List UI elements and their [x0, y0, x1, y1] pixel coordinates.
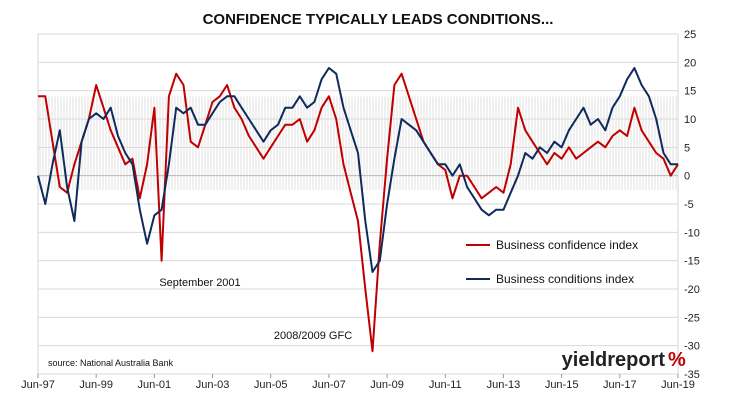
source-note: source: National Australia Bank	[48, 358, 174, 368]
y-tick-label: -10	[684, 227, 700, 239]
yieldreport-logo: yieldreport %	[562, 349, 686, 371]
shaded-band	[39, 96, 677, 190]
legend-label-confidence: Business confidence index	[496, 238, 638, 252]
x-tick-label: Jun-97	[21, 379, 55, 391]
x-axis-ticks: Jun-97 Jun-99 Jun-01 Jun-03 Jun-05 Jun-07 Jun-…	[21, 374, 695, 391]
chart-title: CONFIDENCE TYPICALLY LEADS CONDITIONS...	[203, 11, 554, 28]
y-tick-label: -25	[684, 312, 700, 324]
legend-label-conditions: Business conditions index	[496, 272, 634, 286]
x-tick-label: Jun-19	[661, 379, 695, 391]
annotation-gfc: 2008/2009 GFC	[274, 330, 352, 342]
x-tick-label: Jun-05	[254, 379, 288, 391]
y-tick-label: -20	[684, 284, 700, 296]
x-tick-label: Jun-09	[370, 379, 404, 391]
y-tick-label: 10	[684, 114, 696, 126]
legend: Business confidence index Business condi…	[466, 238, 638, 286]
x-tick-label: Jun-13	[487, 379, 521, 391]
x-tick-label: Jun-15	[545, 379, 579, 391]
x-tick-label: Jun-01	[138, 379, 172, 391]
y-tick-label: 25	[684, 29, 696, 41]
x-tick-label: Jun-11	[429, 379, 462, 391]
y-tick-label: 20	[684, 57, 696, 69]
y-axis-ticks: 25 20 15 10 5 0 -5 -10 -15 -20 -25 -30 -35	[684, 29, 700, 381]
svg-text:yieldreport: yieldreport	[562, 349, 666, 371]
x-tick-label: Jun-17	[603, 379, 637, 391]
series-line-confidence	[38, 72, 679, 353]
logo-percent-sign: %	[668, 349, 686, 371]
x-tick-label: Jun-99	[79, 379, 113, 391]
annotation-september-2001: September 2001	[159, 277, 240, 289]
y-tick-label: -30	[684, 341, 700, 353]
y-tick-label: 15	[684, 86, 696, 98]
logo-text: yieldreport	[562, 349, 666, 371]
y-tick-label: 0	[684, 171, 690, 183]
x-tick-label: Jun-07	[312, 379, 346, 391]
series-lines	[37, 67, 679, 353]
series-line-conditions	[37, 67, 678, 273]
x-tick-label: Jun-03	[196, 379, 230, 391]
y-tick-label: -15	[684, 256, 700, 268]
y-tick-label: 5	[684, 142, 690, 154]
y-tick-label: -5	[684, 199, 694, 211]
y-tick-label: -35	[684, 369, 700, 381]
